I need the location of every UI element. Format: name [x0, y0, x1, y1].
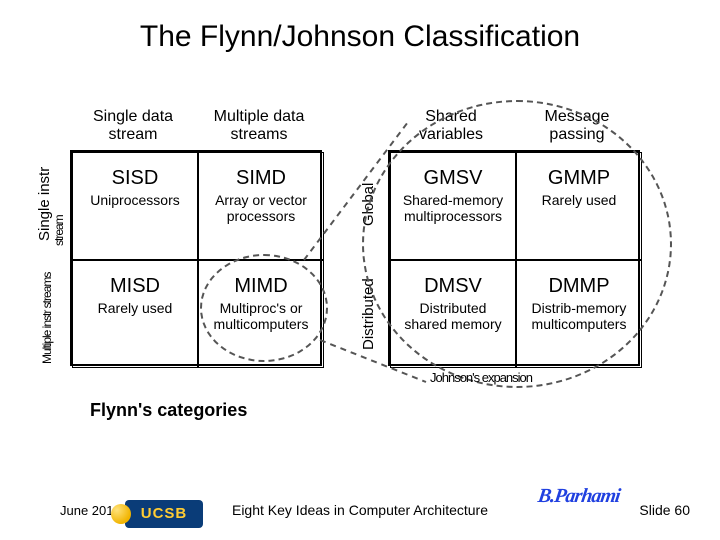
acr: SIMD [199, 167, 323, 190]
right-col0-hdr: Sharedvariables [388, 108, 514, 145]
acr: DMMP [517, 275, 641, 298]
desc: Array or vectorprocessors [199, 192, 323, 224]
acr: DMSV [391, 275, 515, 298]
left-row1-glitch: Multiple instr streams [40, 268, 54, 364]
right-row0-side: Global [360, 158, 377, 250]
flynn-categories-label: Flynn's categories [90, 400, 247, 421]
left-row0-glitch: stream [52, 186, 66, 246]
johnson-grid: GMSV Shared-memorymultiprocessors GMMP R… [388, 150, 640, 366]
cell-mimd: MIMD Multiproc's ormulticomputers [198, 260, 324, 368]
acr: MISD [73, 275, 197, 298]
flynn-grid: SISD Uniprocessors SIMD Array or vectorp… [70, 150, 322, 366]
acr: GMMP [517, 167, 641, 190]
desc: Rarely used [517, 192, 641, 208]
desc: Uniprocessors [73, 192, 197, 208]
left-row0-side: Single instr [36, 152, 53, 256]
right-col1-hdr: Messagepassing [514, 108, 640, 145]
acr: MIMD [199, 275, 323, 298]
cell-gmsv: GMSV Shared-memorymultiprocessors [390, 152, 516, 260]
desc: Distrib-memorymulticomputers [517, 300, 641, 332]
acr: GMSV [391, 167, 515, 190]
cell-dmmp: DMMP Distrib-memorymulticomputers [516, 260, 642, 368]
acr: SISD [73, 167, 197, 190]
desc: Distributedshared memory [391, 300, 515, 332]
johnson-expansion-label: Johnson's expansion [430, 370, 532, 385]
desc: Multiproc's ormulticomputers [199, 300, 323, 332]
cell-sisd: SISD Uniprocessors [72, 152, 198, 260]
cell-misd: MISD Rarely used [72, 260, 198, 368]
footer-slide: Slide 60 [639, 502, 690, 518]
author-name: B.Parhami [537, 485, 622, 508]
desc: Shared-memorymultiprocessors [391, 192, 515, 224]
left-col0-hdr: Single datastream [70, 108, 196, 145]
cell-dmsv: DMSV Distributedshared memory [390, 260, 516, 368]
desc: Rarely used [73, 300, 197, 316]
left-col1-hdr: Multiple datastreams [196, 108, 322, 145]
cell-simd: SIMD Array or vectorprocessors [198, 152, 324, 260]
right-row1-side: Distributed [360, 264, 377, 364]
cell-gmmp: GMMP Rarely used [516, 152, 642, 260]
page-title: The Flynn/Johnson Classification [0, 20, 720, 54]
